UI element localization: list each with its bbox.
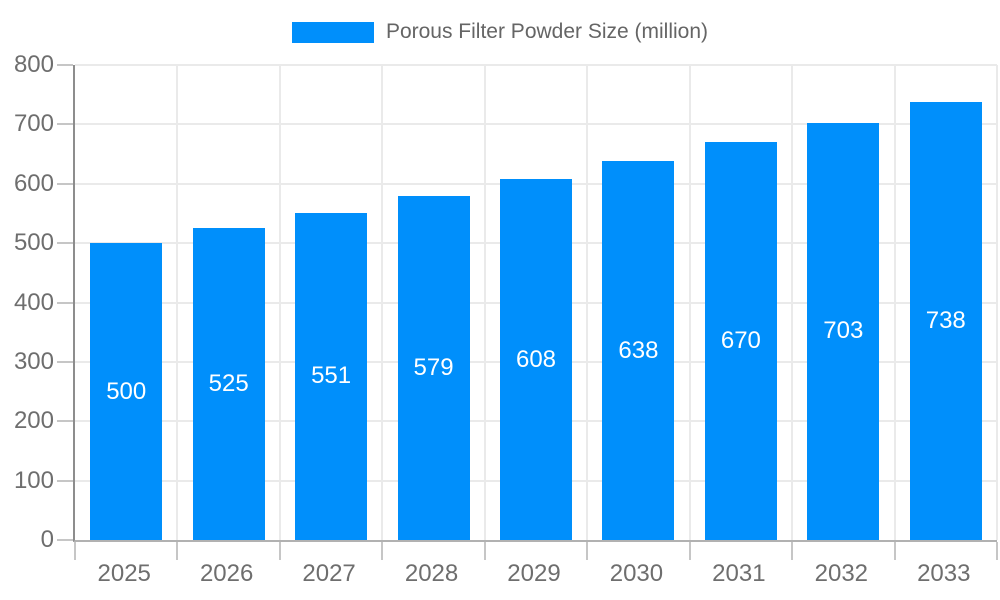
gridline-v <box>176 65 179 540</box>
bar-value-label: 500 <box>106 377 147 405</box>
bar-2025[interactable]: 500 <box>90 243 163 540</box>
bar-value-label: 525 <box>208 370 249 398</box>
bar-value-label: 670 <box>720 327 761 355</box>
x-tick-mark <box>278 542 281 560</box>
x-tick-mark <box>381 542 384 560</box>
x-tick-mark <box>74 542 76 560</box>
y-axis-tick-label: 800 <box>13 51 54 78</box>
bar-2032[interactable]: 703 <box>807 122 880 540</box>
x-tick-mark <box>996 542 998 560</box>
x-tick-mark <box>176 542 179 560</box>
y-axis-tick-label: 100 <box>13 466 54 494</box>
bar-2033[interactable]: 738 <box>909 101 982 540</box>
x-axis-tick-label: 2025 <box>97 560 151 587</box>
x-tick-mark <box>893 542 896 560</box>
y-tick-mark <box>57 360 73 363</box>
bar-value-label: 738 <box>925 306 966 334</box>
x-axis-tick-label: 2026 <box>199 560 254 587</box>
x-tick-mark <box>483 542 486 560</box>
bar-2030[interactable]: 638 <box>602 161 675 540</box>
y-tick-mark <box>57 420 73 423</box>
bar-2029[interactable]: 608 <box>500 179 572 540</box>
gridline-v <box>996 65 998 540</box>
legend-label[interactable]: Porous Filter Powder Size (million) <box>385 20 709 43</box>
legend-swatch[interactable] <box>291 21 374 43</box>
legend: Porous Filter Powder Size (million) <box>0 20 1000 44</box>
bar-2027[interactable]: 551 <box>295 212 368 540</box>
gridline-v <box>586 65 589 540</box>
bar-2028[interactable]: 579 <box>397 196 470 540</box>
x-tick-mark <box>688 542 691 560</box>
y-axis-tick-label: 200 <box>13 407 54 435</box>
bar-value-label: 608 <box>515 345 557 373</box>
x-axis-tick-label: 2029 <box>507 560 561 587</box>
gridline-v <box>688 65 691 540</box>
gridline-v <box>381 65 384 540</box>
x-axis-labels: 2025 2026 2027 2028 2029 2030 2031 2032 2033 <box>73 562 995 592</box>
y-tick-mark <box>57 539 73 541</box>
y-axis-tick-label: 500 <box>13 229 54 257</box>
plot-area: 500 525 551 579 608 638 670 703 738 <box>57 64 998 560</box>
gridline-v <box>893 65 896 540</box>
gridline-h <box>75 64 997 66</box>
y-axis-labels: 0 100 200 300 400 500 600 700 800 <box>0 0 54 600</box>
x-axis-tick-label: 2028 <box>404 560 459 587</box>
bar-2031[interactable]: 670 <box>704 142 777 540</box>
x-tick-mark <box>586 542 589 560</box>
bar-value-label: 703 <box>823 317 864 345</box>
bar-2026[interactable]: 525 <box>192 228 265 540</box>
y-axis-tick-label: 600 <box>13 169 54 197</box>
y-tick-mark <box>57 479 73 482</box>
y-axis-tick-label: 400 <box>13 288 54 316</box>
y-tick-mark <box>57 182 73 185</box>
y-axis-tick-label: 700 <box>13 110 54 138</box>
bar-value-label: 638 <box>618 336 659 364</box>
x-axis-tick-label: 2032 <box>814 560 869 587</box>
x-axis-tick-label: 2031 <box>712 560 766 587</box>
gridline-v <box>791 65 794 540</box>
x-axis-tick-label: 2027 <box>302 560 356 587</box>
y-axis-tick-label: 0 <box>40 526 54 553</box>
y-tick-mark <box>57 242 73 245</box>
gridline-v <box>278 65 281 540</box>
gridline-h <box>75 123 997 126</box>
bar-value-label: 579 <box>413 354 454 382</box>
y-tick-mark <box>57 123 73 126</box>
gridline-v <box>483 65 486 540</box>
y-tick-mark <box>57 64 73 66</box>
x-axis-tick-label: 2033 <box>917 560 971 587</box>
x-axis-tick-label: 2030 <box>609 560 664 587</box>
y-axis-tick-label: 300 <box>13 347 54 375</box>
y-tick-mark <box>57 301 73 304</box>
bar-value-label: 551 <box>311 362 352 390</box>
x-tick-mark <box>791 542 794 560</box>
